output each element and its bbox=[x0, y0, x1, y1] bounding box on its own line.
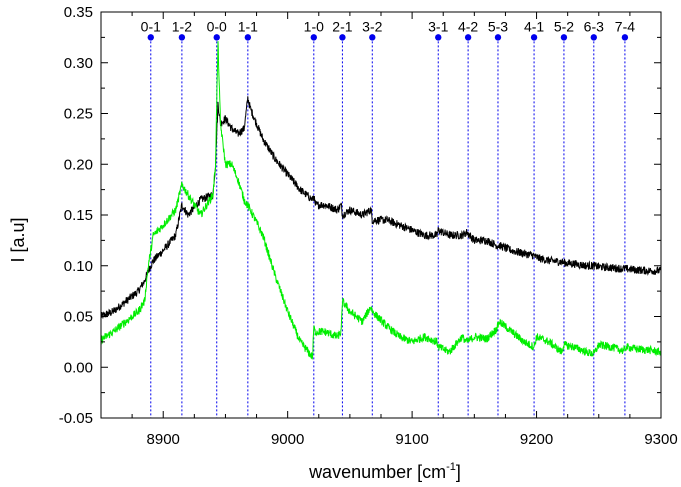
y-tick-label: 0.05 bbox=[64, 309, 93, 326]
y-axis-label: I [a.u] bbox=[8, 217, 28, 262]
marker-dot bbox=[464, 34, 472, 41]
x-axis-label-end: ] bbox=[456, 462, 461, 482]
marker-label: 7-4 bbox=[615, 18, 635, 34]
series-lines bbox=[100, 41, 662, 360]
marker-dot bbox=[369, 34, 376, 41]
x-tick-label: 9300 bbox=[644, 431, 677, 448]
marker-label: 4-2 bbox=[458, 18, 478, 34]
x-axis-label: wavenumber [cm-1] bbox=[308, 461, 461, 482]
green-series-line bbox=[100, 41, 662, 360]
axes: 8900 9000 9100 9200 9300 -0.05 0.00 0.05 0.10 0.1… bbox=[59, 4, 678, 448]
marker-dot bbox=[621, 34, 629, 41]
y-tick-label: 0.10 bbox=[64, 258, 93, 275]
black-series-line bbox=[100, 96, 662, 319]
marker-dot bbox=[494, 34, 502, 41]
y-tick-label: 0.15 bbox=[64, 207, 93, 224]
marker-dot bbox=[435, 34, 442, 41]
marker-dot bbox=[244, 34, 252, 41]
marker-dot bbox=[339, 34, 346, 41]
marker-label: 1-0 bbox=[304, 18, 324, 34]
y-tick-label: 0.35 bbox=[64, 4, 93, 21]
marker-label: 1-2 bbox=[172, 18, 192, 34]
x-tick-label: 9000 bbox=[271, 431, 304, 448]
marker-label: 2-1 bbox=[332, 18, 352, 34]
y-tick-label: 0.30 bbox=[64, 55, 93, 72]
marker-dot bbox=[560, 34, 568, 41]
y-tick-label: 0.25 bbox=[64, 106, 93, 123]
marker-dot bbox=[310, 34, 317, 41]
marker-dot bbox=[213, 34, 220, 41]
plot-frame bbox=[100, 11, 662, 419]
x-tick-label: 9200 bbox=[520, 431, 553, 448]
x-axis-label-sup: -1 bbox=[446, 461, 456, 473]
marker-label: 5-3 bbox=[488, 18, 508, 34]
x-tick-label: 9100 bbox=[395, 431, 428, 448]
y-tick-label: 0.20 bbox=[64, 156, 93, 173]
marker-label: 1-1 bbox=[238, 18, 258, 34]
x-axis-label-main: wavenumber [cm bbox=[308, 462, 446, 482]
marker-label: 6-3 bbox=[584, 18, 604, 34]
marker-dot bbox=[530, 34, 538, 41]
x-tick-label: 8900 bbox=[147, 431, 180, 448]
y-tick-label: 0.00 bbox=[64, 359, 93, 376]
marker-dot bbox=[147, 34, 154, 41]
marker-label: 0-1 bbox=[141, 18, 161, 34]
transition-markers: 0-1 1-2 0-0 1-1 1-0 2-1 3-2 3-1 4-2 5-3 4-1 5-2 6-3 7… bbox=[141, 18, 635, 418]
marker-label: 0-0 bbox=[207, 18, 227, 34]
y-tick-label: -0.05 bbox=[59, 410, 93, 427]
marker-label: 3-2 bbox=[362, 18, 382, 34]
marker-label: 4-1 bbox=[524, 18, 544, 34]
marker-label: 5-2 bbox=[554, 18, 574, 34]
marker-dot bbox=[590, 34, 597, 41]
marker-dot bbox=[178, 34, 186, 41]
marker-label: 3-1 bbox=[428, 18, 448, 34]
